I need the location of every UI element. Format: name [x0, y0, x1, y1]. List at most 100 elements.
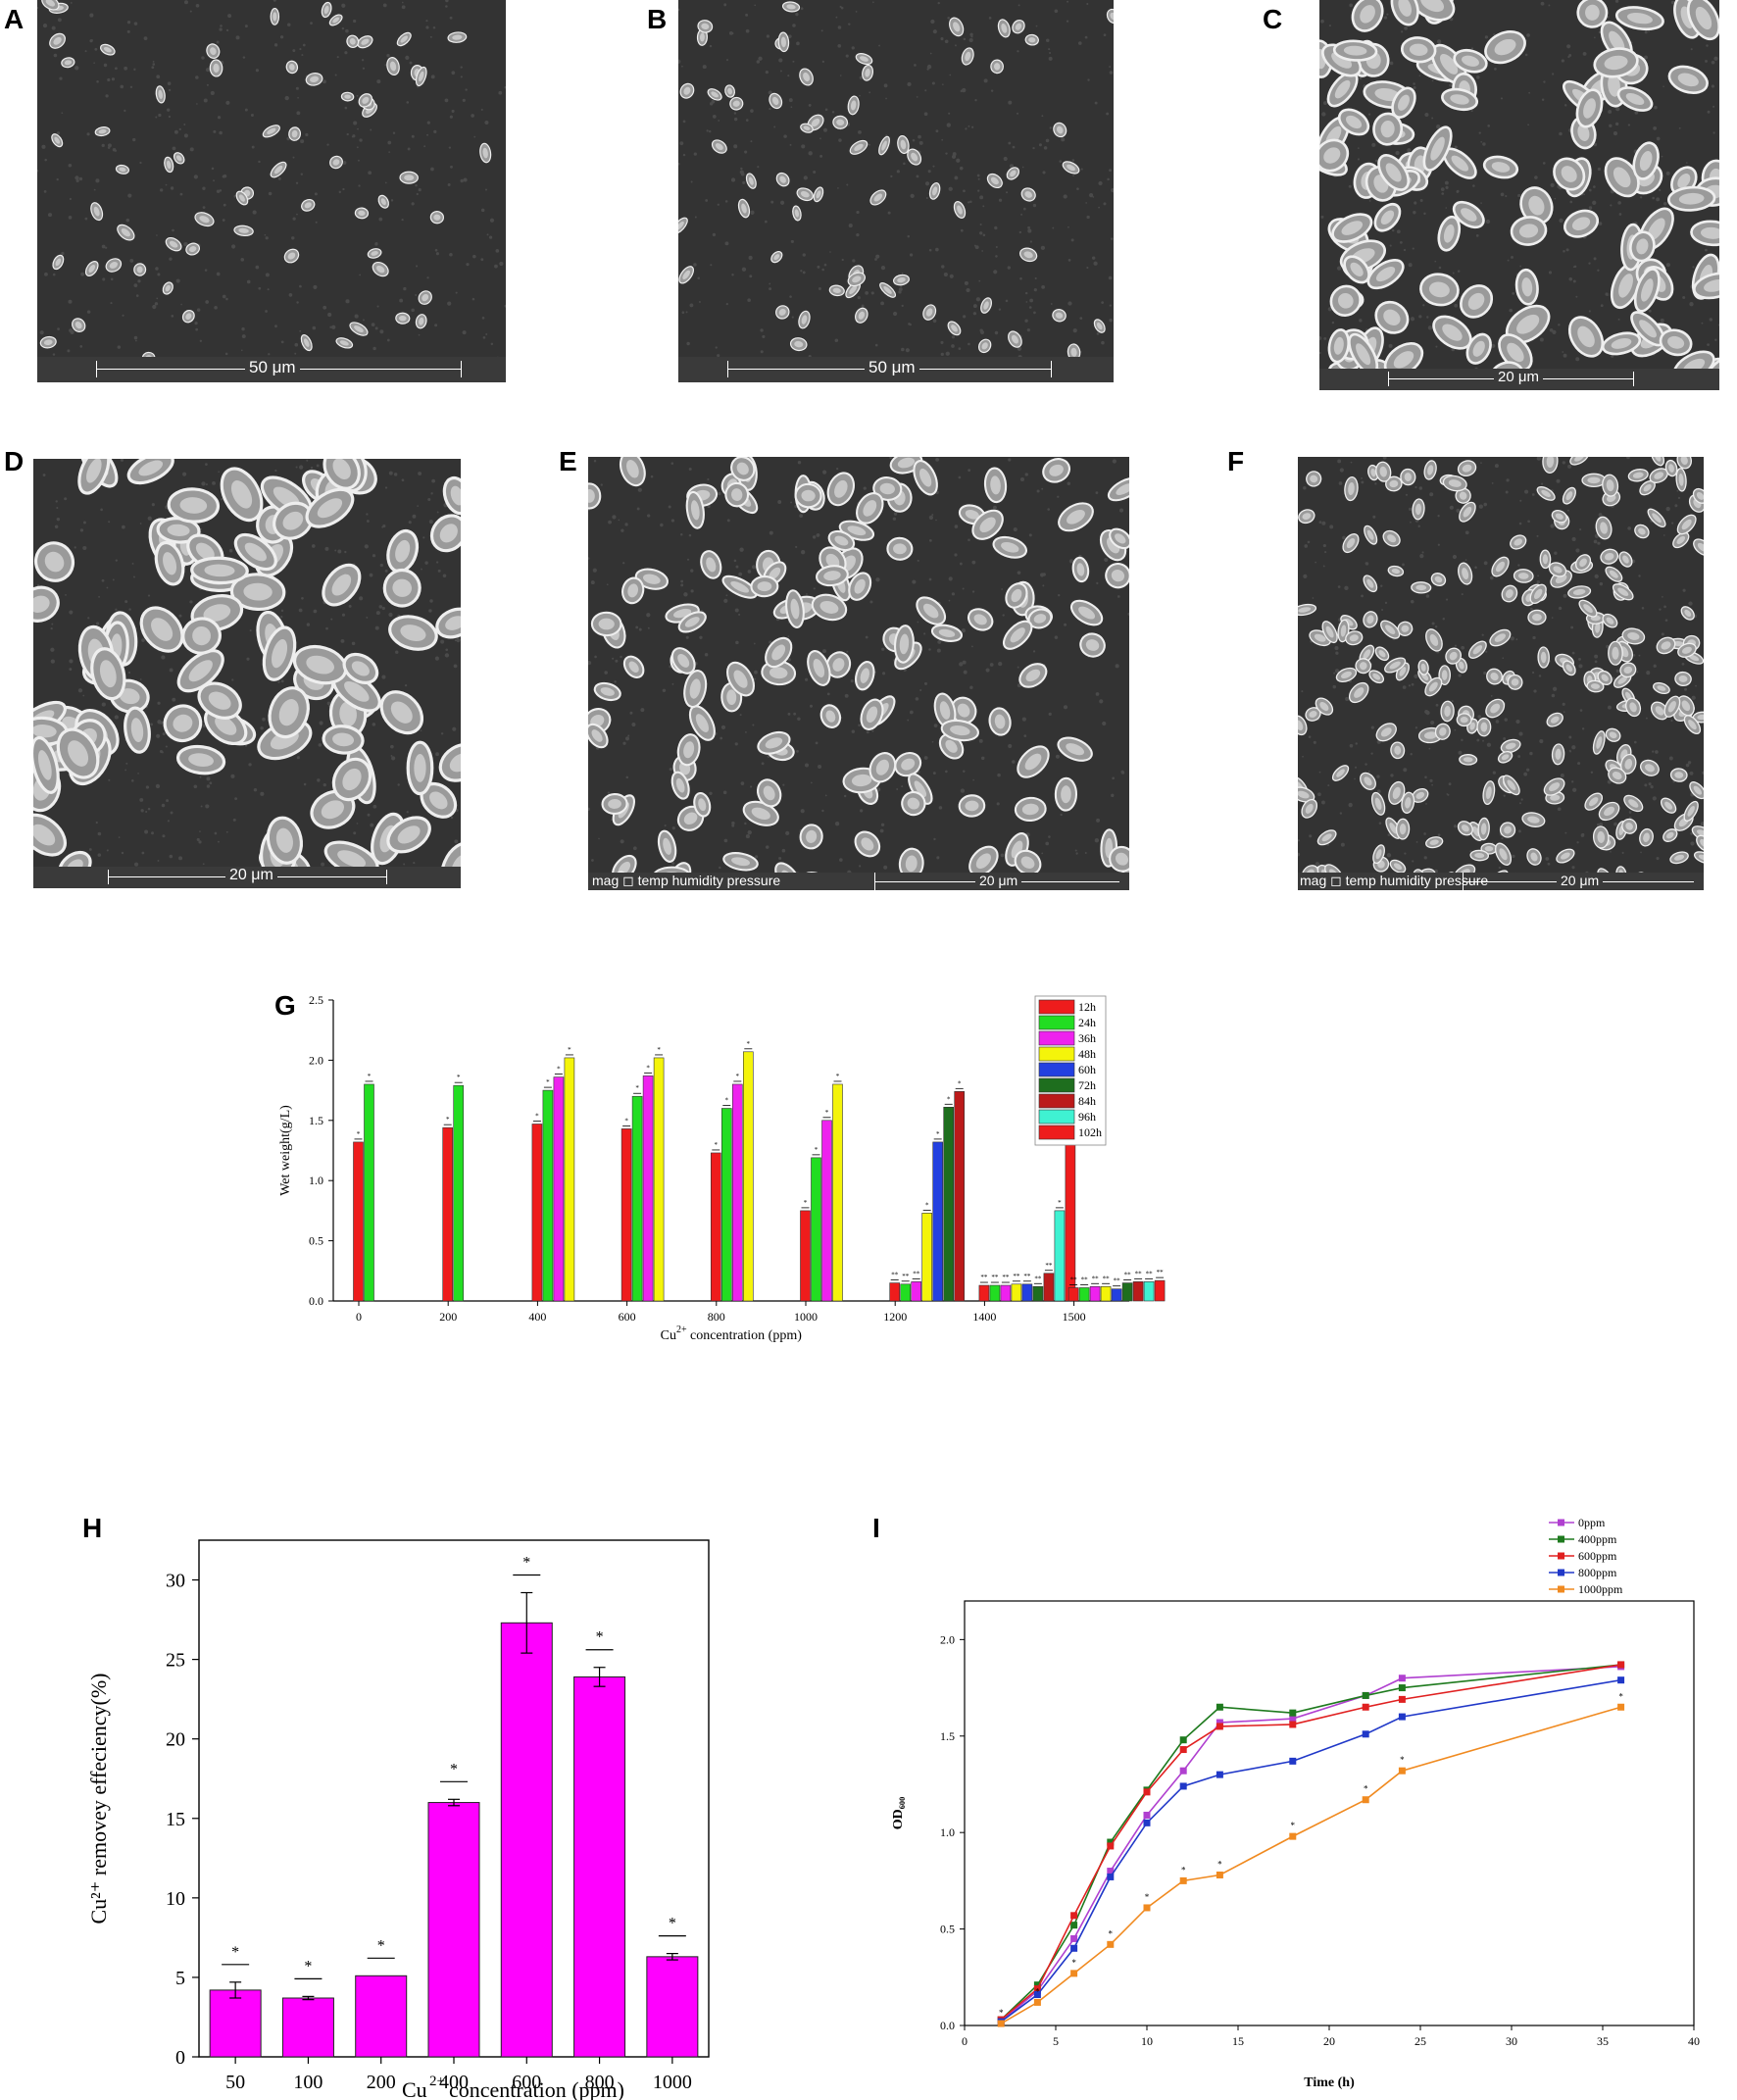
sem-grain: [1322, 543, 1326, 548]
sem-grain: [444, 653, 450, 658]
sem-grain: [371, 323, 375, 327]
sem-grain: [403, 863, 406, 866]
sem-grain: [169, 257, 173, 261]
bar-60h-1200: [932, 1141, 944, 1302]
sem-cell-highlight: [1657, 685, 1666, 691]
sem-grain: [260, 791, 265, 796]
sem-cell-highlight: [136, 266, 143, 274]
sem-grain: [156, 297, 159, 300]
y-tick-label: 10: [166, 1888, 185, 1910]
sem-grain: [1581, 727, 1585, 730]
sem-grain: [1402, 685, 1407, 689]
sem-cell-highlight: [1693, 785, 1703, 795]
sem-cell-highlight: [88, 264, 96, 274]
sem-cell-highlight: [1504, 825, 1512, 834]
sem-grain: [760, 350, 764, 354]
sem-grain: [858, 129, 862, 134]
point-1000ppm: [1398, 1767, 1406, 1775]
sem-grain: [981, 250, 983, 252]
sem-grain: [1410, 317, 1415, 322]
sem-grain: [1431, 79, 1434, 82]
sem-grain: [745, 13, 749, 17]
sem-grain: [375, 611, 380, 616]
sem-grain: [214, 831, 218, 835]
sem-grain: [962, 587, 965, 590]
sem-grain: [295, 466, 298, 469]
sem-grain: [1023, 734, 1027, 738]
sem-cell-highlight: [865, 68, 870, 77]
sem-cell-highlight: [1516, 314, 1540, 334]
sem-grain: [958, 475, 962, 479]
sem-cell-highlight: [1025, 669, 1041, 682]
sem-grain: [1017, 666, 1019, 669]
x-tick-label: 600: [619, 1310, 636, 1324]
sem-grain: [403, 286, 407, 291]
sem-cell-highlight: [1517, 573, 1529, 579]
sem-cell-highlight: [1601, 674, 1609, 682]
sem-grain: [1365, 562, 1368, 566]
sem-cell-highlight: [1609, 731, 1617, 739]
sem-grain: [445, 0, 449, 3]
point-600ppm: [1179, 1746, 1187, 1754]
sem-grain: [326, 701, 331, 706]
bar-24h-1500: [1078, 1287, 1090, 1302]
sem-cell-highlight: [1372, 673, 1381, 680]
sem-grain: [754, 4, 756, 7]
scale-bar-b: 50 μm: [678, 357, 1114, 382]
sem-grain: [1333, 672, 1336, 675]
sem-cell-highlight: [1667, 335, 1685, 349]
sem-cell-highlight: [801, 489, 816, 502]
sem-grain: [859, 865, 862, 868]
sem-grain: [591, 859, 594, 862]
sem-grain: [818, 764, 822, 769]
sem-grain: [56, 517, 61, 522]
sem-cell-highlight: [188, 246, 197, 253]
sem-grain: [1357, 158, 1361, 161]
bar-12h-600: [620, 1128, 632, 1302]
sem-cell-highlight: [698, 798, 707, 812]
sem-grain: [1019, 476, 1025, 482]
sem-cell-highlight: [1668, 464, 1674, 473]
sem-cell-highlight: [1680, 457, 1688, 466]
sem-grain: [892, 311, 898, 317]
sem-grain: [172, 146, 176, 151]
bar-48h-800: [742, 1051, 754, 1302]
sem-grain: [980, 330, 985, 335]
sem-grain: [790, 106, 793, 109]
legend-swatch-24h: [1038, 1015, 1075, 1030]
sem-grain: [791, 316, 794, 319]
sem-cell-highlight: [1340, 625, 1347, 637]
significance-mark: *: [1071, 1958, 1076, 1968]
sem-grain: [1458, 674, 1462, 677]
sem-grain: [901, 347, 905, 352]
sem-grain: [1482, 739, 1484, 742]
sem-grain: [909, 710, 914, 715]
legend-label-36h: 36h: [1078, 1031, 1096, 1045]
sem-grain: [808, 151, 813, 156]
sem-grain: [1054, 635, 1059, 639]
sem-grain: [820, 29, 823, 32]
scale-bar-text-a: 50 μm: [245, 358, 300, 377]
sem-grain: [1017, 112, 1019, 115]
sem-cell-highlight: [317, 498, 343, 519]
sem-cell-highlight: [803, 125, 811, 130]
sem-grain: [183, 133, 188, 138]
sem-grain: [1449, 505, 1454, 510]
sem-grain: [1008, 458, 1012, 462]
sem-grain: [1519, 499, 1522, 502]
sem-grain: [1361, 476, 1363, 479]
sem-grain: [1045, 138, 1050, 143]
sem-grain: [1563, 104, 1567, 107]
sem-cell-highlight: [1638, 527, 1646, 535]
sem-grain: [1561, 59, 1564, 63]
sem-grain: [1671, 522, 1674, 525]
sem-grain: [1365, 763, 1367, 766]
y-axis-label: Wet weight(g/L): [278, 1105, 293, 1196]
sem-grain: [1600, 304, 1604, 308]
legend-label-96h: 96h: [1078, 1110, 1096, 1124]
sem-grain: [1567, 55, 1570, 59]
sem-grain: [183, 242, 188, 247]
sem-cell-highlight: [1527, 816, 1540, 824]
sem-grain: [935, 129, 939, 133]
sem-grain: [1109, 318, 1113, 323]
